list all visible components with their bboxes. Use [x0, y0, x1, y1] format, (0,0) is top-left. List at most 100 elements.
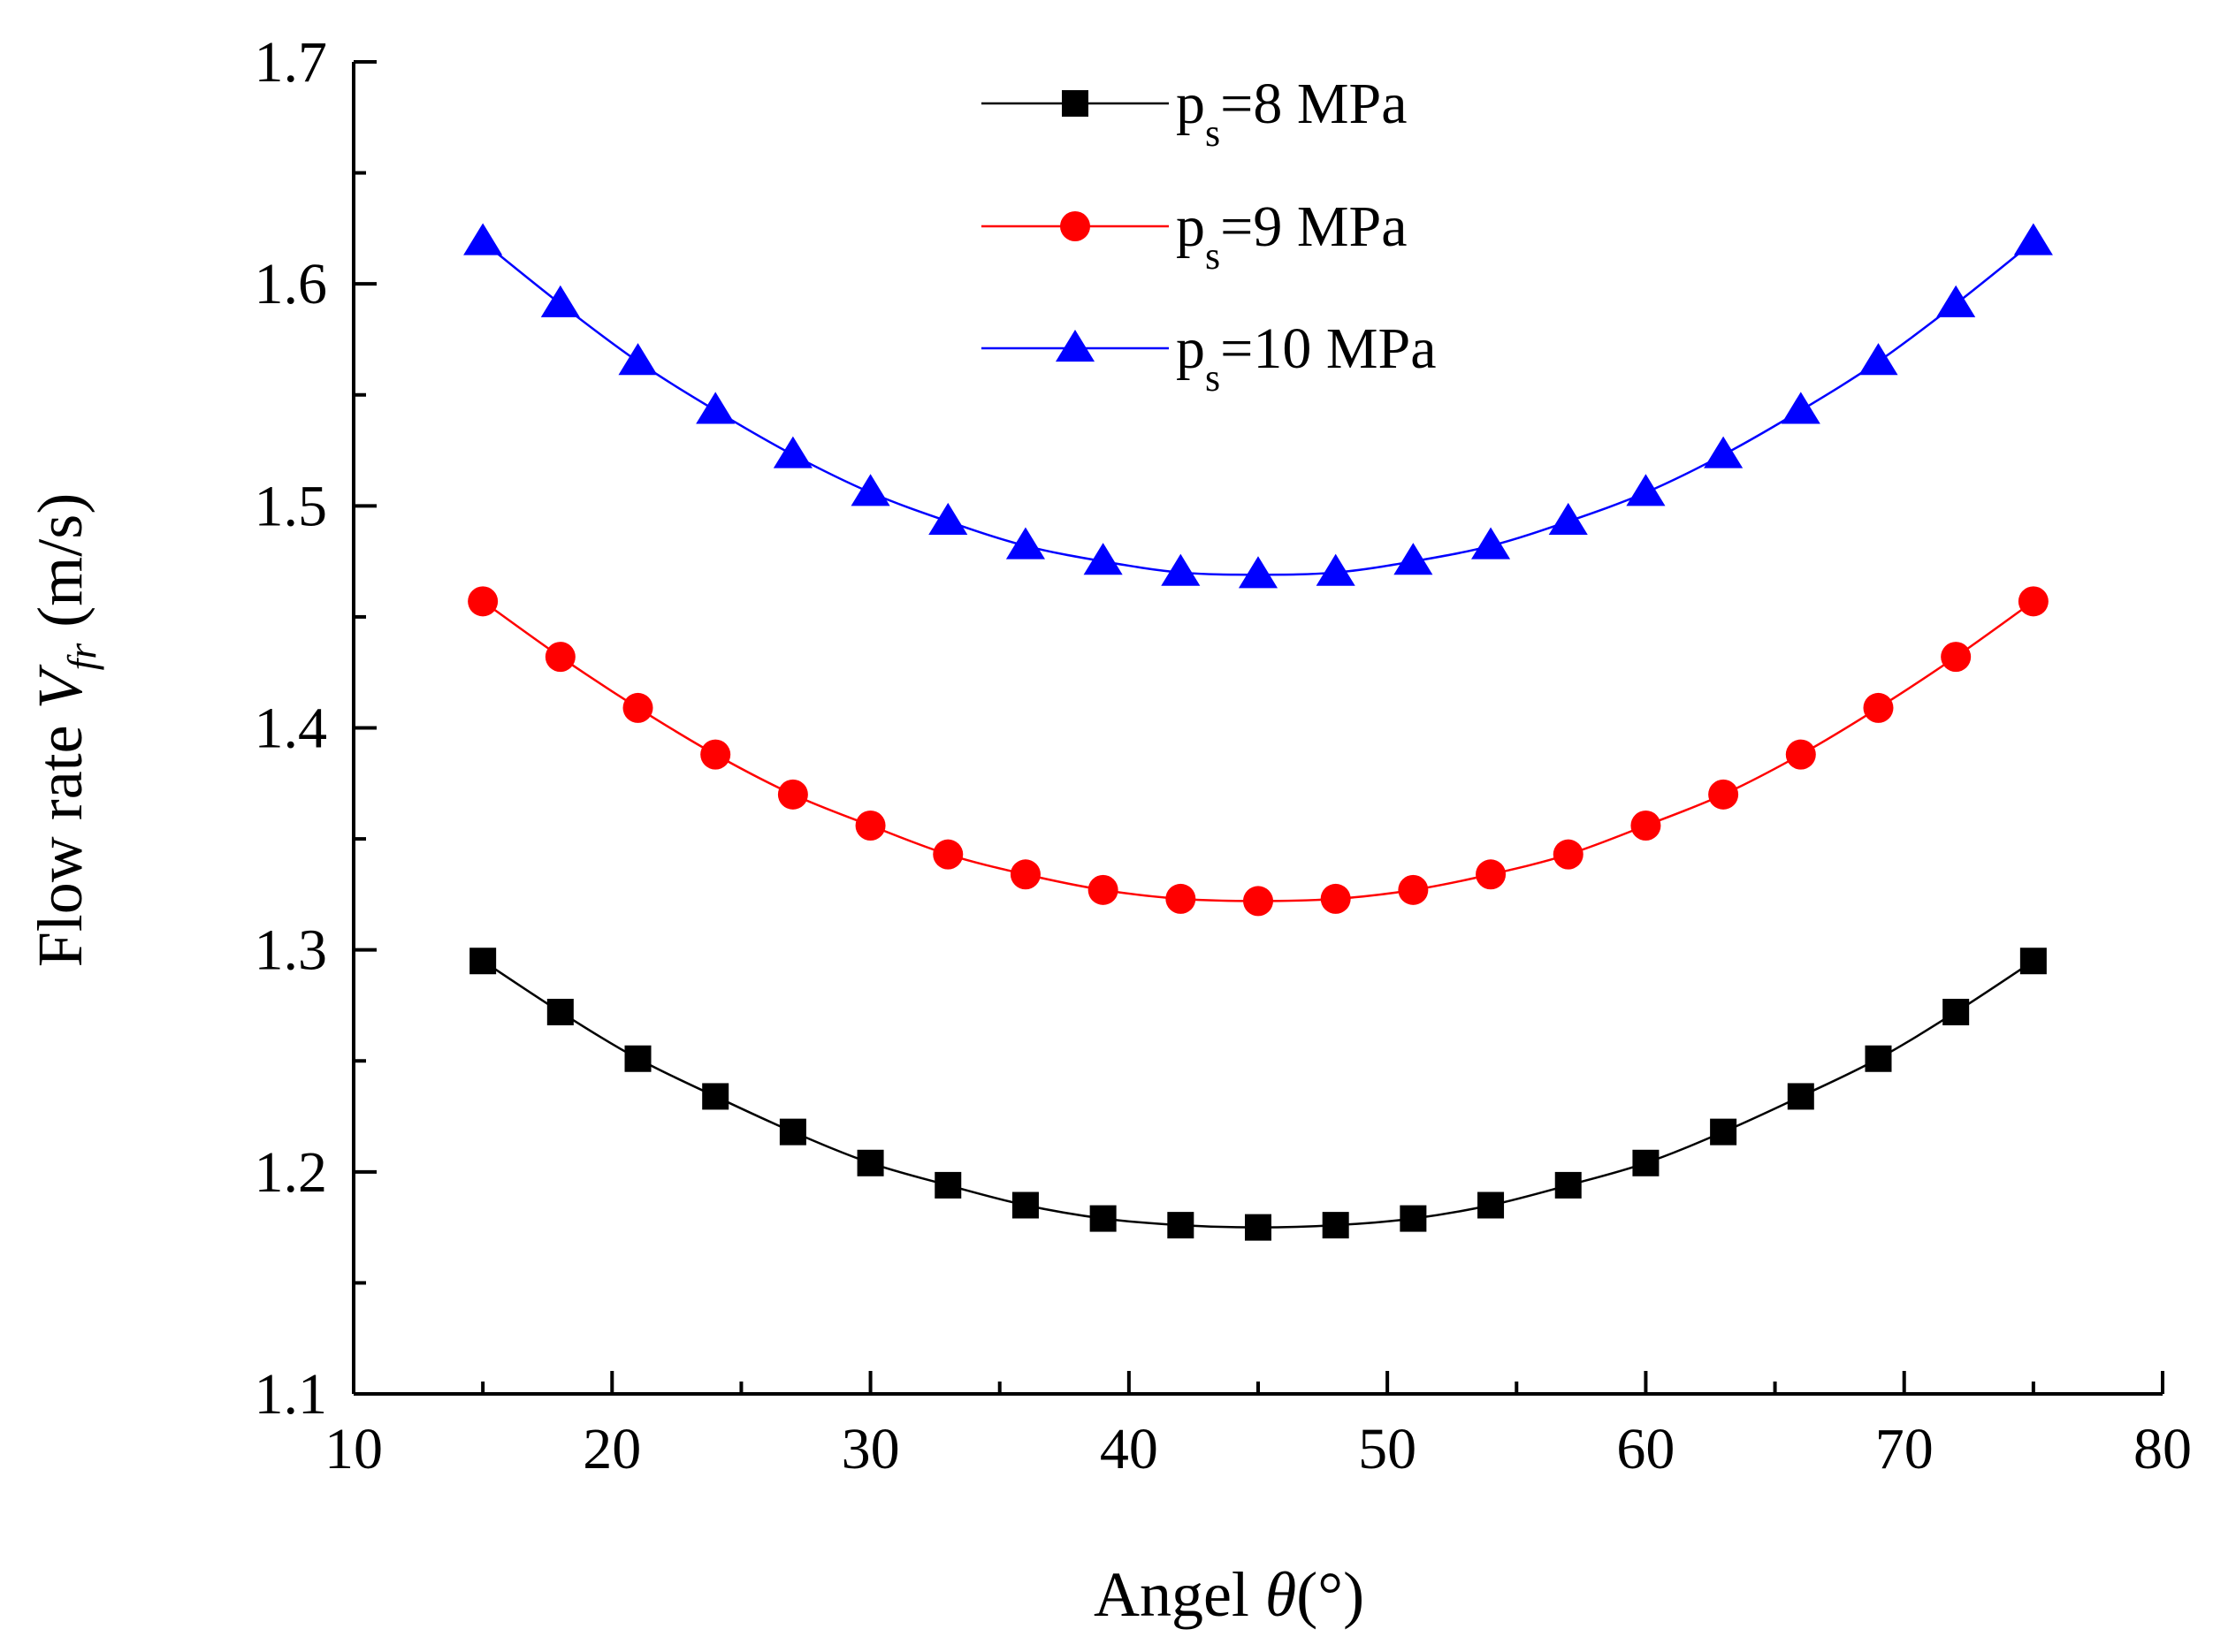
legend-label: ps=8 MPa: [1176, 72, 1408, 155]
y-tick-label: 1.7: [255, 30, 328, 95]
series-layer: [463, 223, 2053, 1241]
data-point: [1005, 527, 1045, 560]
data-point: [935, 1171, 962, 1199]
data-point: [696, 392, 736, 424]
data-point: [1865, 1045, 1892, 1072]
legend-label-rest: =8 MPa: [1220, 72, 1407, 136]
legend-label-main: p: [1176, 72, 1205, 136]
data-point: [469, 948, 497, 975]
x-tick-label: 60: [1616, 1417, 1675, 1481]
data-point: [1630, 811, 1661, 841]
legend-label-main: p: [1176, 316, 1205, 381]
legend-label-rest: =9 MPa: [1220, 194, 1407, 259]
legend-marker: [1062, 90, 1088, 117]
x-tick-label: 30: [842, 1417, 900, 1481]
legend-marker: [1055, 330, 1095, 362]
legend-label: ps=9 MPa: [1176, 194, 1408, 278]
legend-marker: [1060, 211, 1090, 241]
data-point: [1941, 642, 1972, 673]
data-point: [1089, 1205, 1117, 1232]
data-point: [468, 586, 499, 617]
legend-label-sub: s: [1205, 111, 1220, 155]
data-point: [618, 343, 658, 376]
data-point: [779, 1118, 806, 1146]
x-tick-label: 40: [1100, 1417, 1158, 1481]
axes: 10 20 30 40 50 60 70 80 1.1 1.2 1.3 1.4 1.5 1.6 1.7: [255, 30, 2193, 1481]
data-point: [1243, 886, 1273, 917]
y-axis-label: Flow rate Vfr (m/s): [25, 493, 104, 968]
x-tick-label: 50: [1358, 1417, 1416, 1481]
y-tick-label: 1.6: [255, 252, 328, 316]
data-point: [1165, 883, 1196, 914]
data-point: [1548, 502, 1588, 536]
data-point: [777, 779, 808, 810]
data-point: [1238, 556, 1278, 589]
data-point: [928, 502, 968, 536]
y-tick-label: 1.4: [255, 697, 328, 761]
data-point: [2018, 586, 2049, 617]
data-point: [622, 692, 653, 723]
data-point: [1400, 1205, 1427, 1232]
data-point: [1553, 839, 1583, 870]
data-point: [1322, 1212, 1349, 1239]
x-tick-label: 20: [583, 1417, 641, 1481]
x-tick-label: 10: [324, 1417, 383, 1481]
legend-label-sub: s: [1205, 234, 1220, 278]
data-point: [1787, 1083, 1814, 1110]
data-point: [1167, 1212, 1194, 1239]
data-point: [1785, 739, 1816, 770]
x-axis-label-prefix: Angel: [1094, 1559, 1265, 1630]
data-point: [1858, 343, 1898, 376]
series-1: [469, 948, 2047, 1241]
y-tick-label: 1.5: [255, 474, 328, 538]
y-tick-label: 1.3: [255, 918, 328, 983]
series-3: [463, 223, 2053, 589]
data-point: [1863, 692, 1894, 723]
y-tick-label: 1.1: [255, 1362, 328, 1427]
y-axis-label-symbol: V: [25, 664, 95, 709]
data-point: [624, 1045, 652, 1072]
data-point: [1781, 392, 1820, 424]
data-point: [1010, 859, 1041, 890]
legend-label: ps=10 MPa: [1176, 316, 1437, 400]
x-tick-label: 70: [1875, 1417, 1934, 1481]
data-point: [1161, 553, 1201, 586]
data-point: [2019, 948, 2047, 975]
data-point: [1942, 998, 1970, 1025]
data-point: [1626, 474, 1666, 506]
y-axis-label-suffix: (m/s): [25, 493, 95, 643]
data-point: [463, 223, 503, 255]
y-axis-label-subscript: fr: [59, 643, 104, 671]
data-point: [545, 642, 576, 673]
data-point: [1398, 874, 1429, 905]
legend-label-main: p: [1176, 194, 1205, 259]
legend-item: ps=9 MPa: [981, 194, 1408, 278]
data-point: [1245, 1214, 1271, 1241]
data-point: [1936, 285, 1976, 317]
data-point: [933, 839, 964, 870]
data-point: [1320, 883, 1351, 914]
data-point: [1477, 1191, 1505, 1219]
data-point: [1476, 859, 1507, 890]
data-point: [1554, 1171, 1582, 1199]
data-point: [855, 811, 886, 841]
data-point: [702, 1083, 729, 1110]
data-point: [540, 285, 580, 317]
legend-label-rest: =10 MPa: [1220, 316, 1436, 381]
x-tick-label: 80: [2133, 1417, 2192, 1481]
legend-label-sub: s: [1205, 356, 1220, 400]
data-point: [1393, 543, 1433, 575]
series-2: [468, 586, 2049, 917]
legend-item: ps=10 MPa: [981, 316, 1437, 400]
data-point: [1011, 1191, 1039, 1219]
y-axis-label-prefix: Flow rate: [25, 709, 95, 967]
data-point: [857, 1149, 884, 1176]
data-point: [1632, 1149, 1660, 1176]
x-axis-label-suffix: (°): [1296, 1559, 1364, 1630]
data-point: [700, 739, 731, 770]
data-point: [1471, 527, 1511, 560]
data-point: [2013, 223, 2053, 255]
